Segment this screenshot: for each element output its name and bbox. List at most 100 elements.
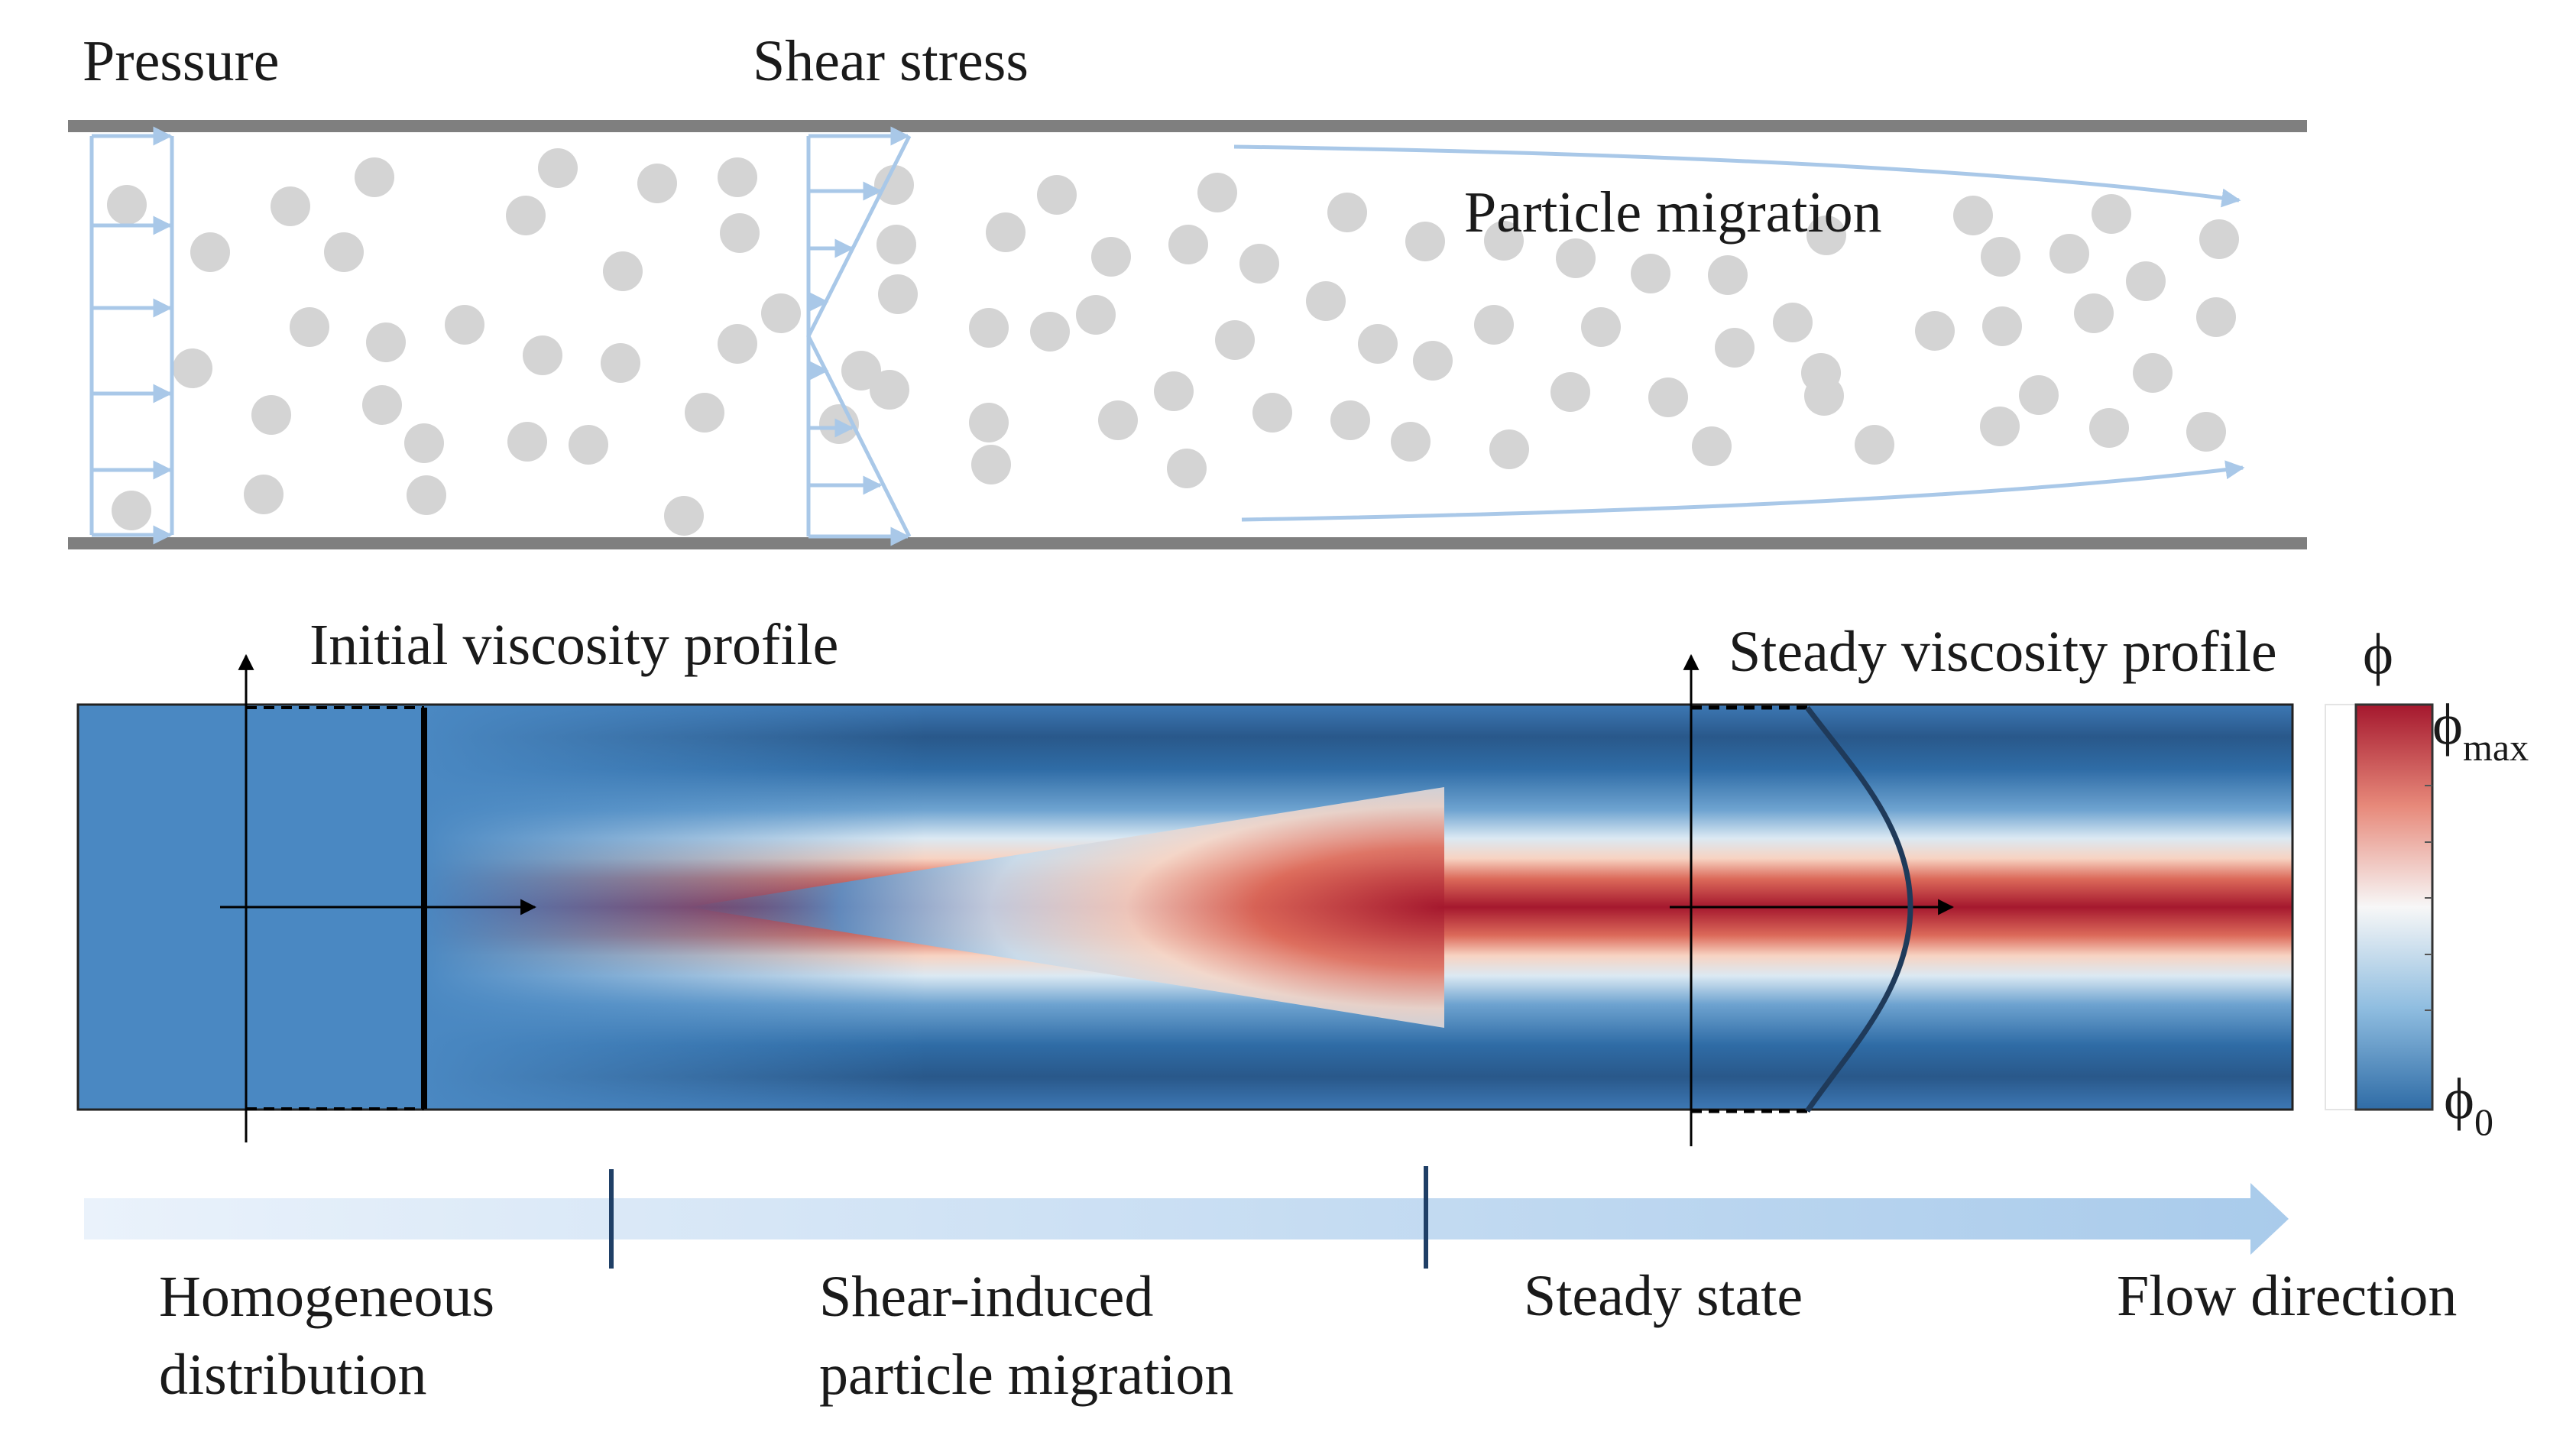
particle xyxy=(1648,378,1688,417)
particle xyxy=(971,445,1011,484)
particle xyxy=(324,232,364,272)
particle xyxy=(1915,311,1955,351)
particle xyxy=(1330,400,1370,440)
particle xyxy=(2199,219,2239,259)
particle xyxy=(1358,324,1398,364)
particle xyxy=(601,343,640,383)
particle xyxy=(1413,341,1453,381)
particle xyxy=(2126,261,2166,301)
particle xyxy=(876,225,916,264)
particle xyxy=(720,213,760,253)
particle xyxy=(1306,281,1346,321)
migration-arrow-bottom xyxy=(1241,460,2245,522)
particle xyxy=(445,305,484,345)
particle xyxy=(1037,175,1077,215)
particle xyxy=(664,496,704,536)
particle xyxy=(986,212,1026,252)
particle xyxy=(603,251,643,291)
particle xyxy=(362,385,402,425)
particle xyxy=(685,393,724,433)
initial-profile-axes xyxy=(220,653,537,1142)
contour-frame xyxy=(76,703,2294,1111)
particle xyxy=(870,370,909,410)
pressure-profile xyxy=(89,126,174,545)
particle xyxy=(1154,371,1194,411)
stage-homogeneous-label: Homogeneous distribution xyxy=(159,1258,494,1414)
particle xyxy=(1981,237,2020,277)
particle xyxy=(2133,353,2173,393)
stage-homogeneous-line-2: distribution xyxy=(159,1343,427,1407)
colorbar-gradient xyxy=(2354,703,2434,1111)
particle xyxy=(1550,372,1590,412)
particle xyxy=(355,157,394,197)
pressure-label: Pressure xyxy=(83,29,280,93)
particle xyxy=(271,186,310,226)
particle xyxy=(1855,425,1894,465)
pipe-panel xyxy=(68,120,2307,549)
particle xyxy=(1091,237,1131,277)
particle xyxy=(1239,244,1279,284)
particle xyxy=(969,308,1009,348)
particle xyxy=(538,148,578,188)
particle xyxy=(874,165,914,205)
particle xyxy=(1953,196,1993,235)
stage-homogeneous-line-1: Homogeneous xyxy=(159,1265,495,1329)
particle xyxy=(251,395,291,435)
flow-progress xyxy=(84,1166,2289,1269)
particle xyxy=(2186,412,2226,452)
contour-migration-cone xyxy=(688,787,1444,1028)
particle xyxy=(507,422,547,462)
particle xyxy=(107,185,147,225)
viscosity-contour-panel xyxy=(76,653,2434,1146)
particle xyxy=(1098,400,1138,440)
particle xyxy=(841,351,881,390)
stage-steady-label: Steady state xyxy=(1524,1264,1803,1328)
particle xyxy=(1804,376,1844,416)
particle xyxy=(761,293,801,333)
stage-migration-line-2: particle migration xyxy=(819,1343,1234,1407)
particle xyxy=(569,425,608,465)
particle xyxy=(1806,215,1846,255)
phi-max-symbol: ϕ xyxy=(2432,692,2464,757)
stage-migration-label: Shear-induced particle migration xyxy=(819,1258,1233,1414)
particle xyxy=(1484,221,1524,261)
migration-arrow-top xyxy=(1233,144,2241,208)
particle xyxy=(969,403,1009,442)
phi-0-subscript: 0 xyxy=(2474,1100,2494,1143)
particle xyxy=(2049,234,2089,274)
particle xyxy=(1168,225,1208,264)
pipe-top-wall xyxy=(68,120,2307,132)
steady-profile-curve xyxy=(1691,705,1913,1113)
shear-stress-label: Shear stress xyxy=(753,29,1029,93)
particle xyxy=(1708,255,1748,295)
particle xyxy=(2019,375,2059,415)
particle xyxy=(244,475,284,514)
particle xyxy=(1773,303,1813,342)
particle xyxy=(2092,194,2131,234)
particle xyxy=(637,164,677,203)
particle xyxy=(1980,407,2020,446)
particle xyxy=(112,491,151,530)
particles xyxy=(107,148,2239,536)
phi-0-label: ϕ0 xyxy=(2444,1070,2493,1141)
initial-profile-label: Initial viscosity profile xyxy=(309,613,839,677)
particle xyxy=(1215,320,1255,360)
steady-profile-axes xyxy=(1670,653,1955,1146)
particle xyxy=(173,348,212,388)
particle xyxy=(1327,193,1367,232)
pipe-bottom-wall xyxy=(68,537,2307,549)
particle xyxy=(1556,238,1596,278)
particle xyxy=(1489,429,1529,469)
phi-label: ϕ xyxy=(2363,622,2394,686)
particle xyxy=(1167,449,1207,488)
particle xyxy=(190,232,230,272)
phi-max-label: ϕmax xyxy=(2432,695,2529,766)
particle xyxy=(366,322,406,362)
colorbar xyxy=(2325,703,2434,1111)
flow-direction-label: Flow direction xyxy=(2117,1264,2458,1328)
particle xyxy=(718,157,757,197)
particle xyxy=(1631,254,1670,293)
stage-migration-line-1: Shear-induced xyxy=(819,1265,1154,1329)
particle xyxy=(2196,297,2236,337)
